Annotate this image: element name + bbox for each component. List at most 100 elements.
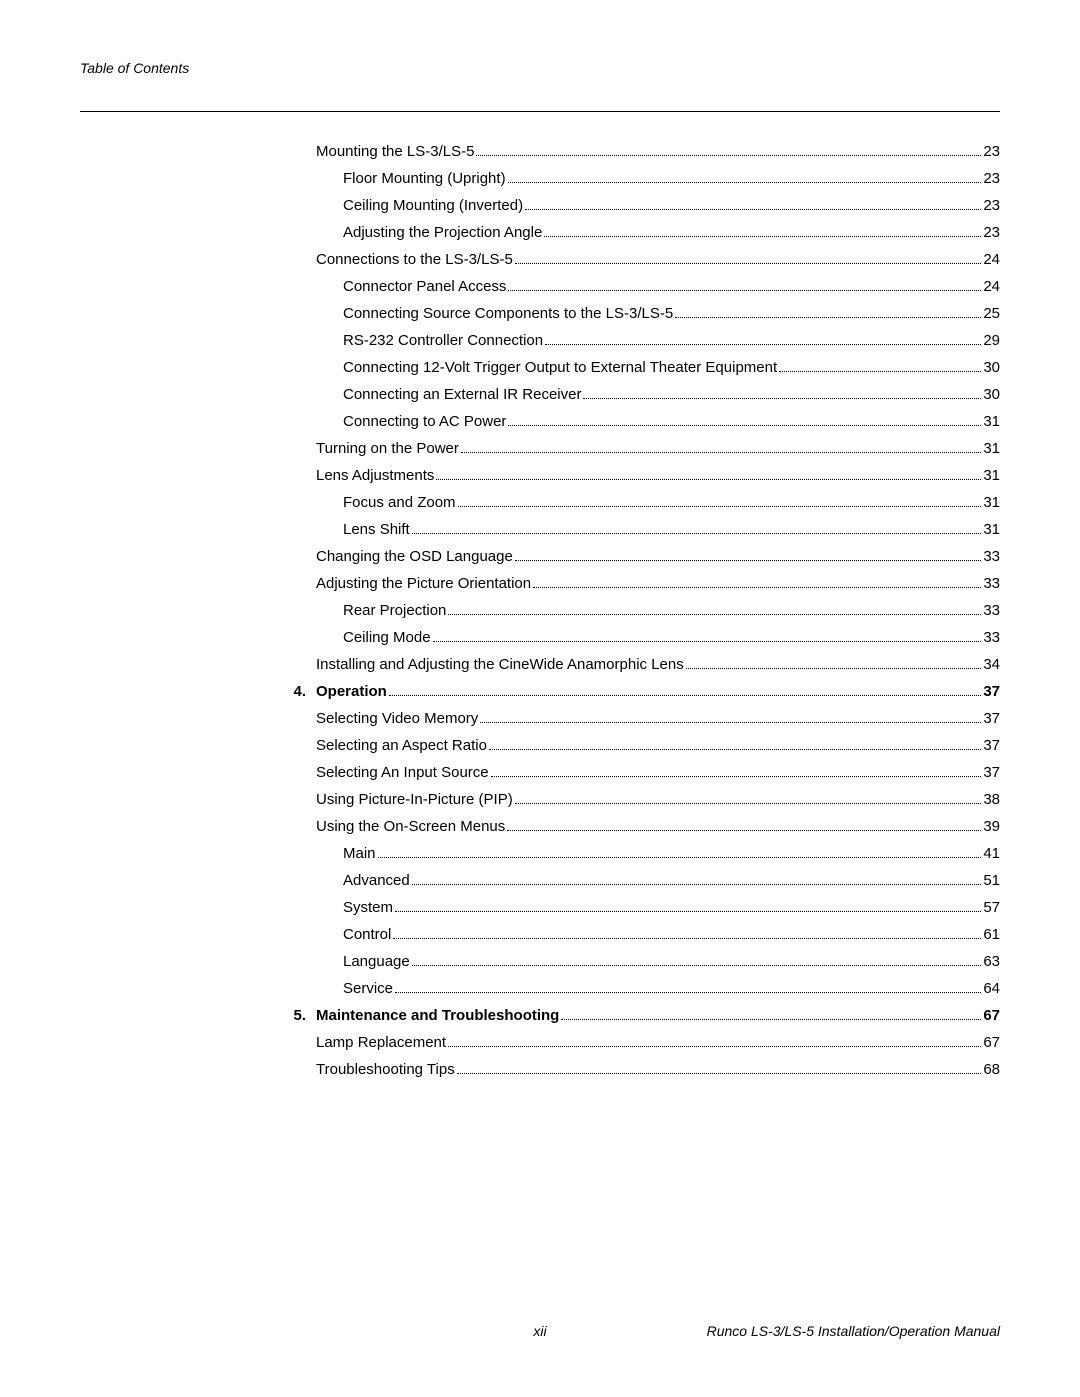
toc-entry: System 57	[280, 900, 1000, 915]
toc-page-number: 68	[983, 1062, 1000, 1077]
toc-leader-dots	[507, 830, 981, 831]
toc-entry: Connector Panel Access 24	[280, 279, 1000, 294]
toc-leader-dots	[525, 209, 981, 210]
toc-entry: Language 63	[280, 954, 1000, 969]
toc-entry: Ceiling Mode 33	[280, 630, 1000, 645]
toc-entry: Ceiling Mounting (Inverted) 23	[280, 198, 1000, 213]
toc-entry-title: RS-232 Controller Connection	[316, 333, 543, 348]
toc-leader-dots	[480, 722, 981, 723]
toc-leader-dots	[395, 992, 981, 993]
header-title: Table of Contents	[80, 60, 1000, 76]
toc-page-number: 67	[983, 1008, 1000, 1023]
toc-entry-title: Connecting to AC Power	[316, 414, 506, 429]
toc-entry: Rear Projection 33	[280, 603, 1000, 618]
footer: xii Runco LS-3/LS-5 Installation/Operati…	[80, 1323, 1000, 1339]
toc-entry: Connections to the LS-3/LS-5 24	[280, 252, 1000, 267]
toc-leader-dots	[461, 452, 981, 453]
toc-entry-title: Connecting 12-Volt Trigger Output to Ext…	[316, 360, 777, 375]
toc-page-number: 25	[983, 306, 1000, 321]
toc-entry-title: Control	[316, 927, 391, 942]
toc-page-number: 61	[983, 927, 1000, 942]
toc-leader-dots	[457, 1073, 982, 1074]
toc-leader-dots	[436, 479, 981, 480]
toc-page-number: 51	[983, 873, 1000, 888]
toc-page-number: 39	[983, 819, 1000, 834]
toc-entry: Using the On-Screen Menus 39	[280, 819, 1000, 834]
toc-page-number: 31	[983, 441, 1000, 456]
toc-entry-title: Mounting the LS-3/LS-5	[316, 144, 474, 159]
toc-entry-title: Connecting an External IR Receiver	[316, 387, 581, 402]
toc-page-number: 33	[983, 576, 1000, 591]
toc-page-number: 31	[983, 468, 1000, 483]
toc-entry: Turning on the Power 31	[280, 441, 1000, 456]
toc-entry-title: Advanced	[316, 873, 410, 888]
toc-entry: 4.Operation 37	[280, 684, 1000, 699]
toc-entry: Troubleshooting Tips 68	[280, 1062, 1000, 1077]
toc-entry-title: Adjusting the Projection Angle	[316, 225, 542, 240]
toc-leader-dots	[515, 560, 981, 561]
toc-entry-title: Changing the OSD Language	[316, 549, 513, 564]
toc-leader-dots	[561, 1019, 981, 1020]
toc-entry: Lens Adjustments 31	[280, 468, 1000, 483]
toc-leader-dots	[545, 344, 981, 345]
toc-leader-dots	[395, 911, 981, 912]
toc-entry: Main 41	[280, 846, 1000, 861]
toc-entry-title: Troubleshooting Tips	[316, 1062, 455, 1077]
toc-leader-dots	[433, 641, 982, 642]
toc-page-number: 24	[983, 252, 1000, 267]
toc-entry-title: Using Picture-In-Picture (PIP)	[316, 792, 513, 807]
table-of-contents: Mounting the LS-3/LS-5 23 Floor Mounting …	[280, 144, 1000, 1077]
toc-section-number: 4.	[280, 684, 306, 699]
toc-entry: Focus and Zoom 31	[280, 495, 1000, 510]
toc-entry: Selecting Video Memory 37	[280, 711, 1000, 726]
toc-entry: 5. Maintenance and Troubleshooting 67	[280, 1008, 1000, 1023]
toc-entry-title: Language	[316, 954, 410, 969]
toc-entry-title: Floor Mounting (Upright)	[316, 171, 506, 186]
toc-leader-dots	[476, 155, 981, 156]
footer-manual-title: Runco LS-3/LS-5 Installation/Operation M…	[707, 1323, 1000, 1339]
toc-leader-dots	[489, 749, 981, 750]
toc-page-number: 31	[983, 414, 1000, 429]
toc-entry: RS-232 Controller Connection 29	[280, 333, 1000, 348]
toc-leader-dots	[583, 398, 981, 399]
toc-page-number: 38	[983, 792, 1000, 807]
toc-leader-dots	[412, 533, 982, 534]
toc-leader-dots	[779, 371, 981, 372]
toc-leader-dots	[515, 263, 982, 264]
toc-page-number: 67	[983, 1035, 1000, 1050]
toc-entry-title: Service	[316, 981, 393, 996]
toc-entry-title: Lens Adjustments	[316, 468, 434, 483]
toc-page-number: 23	[983, 198, 1000, 213]
toc-page-number: 24	[983, 279, 1000, 294]
toc-page-number: 33	[983, 630, 1000, 645]
toc-leader-dots	[491, 776, 982, 777]
toc-page-number: 37	[983, 738, 1000, 753]
toc-page-number: 57	[983, 900, 1000, 915]
toc-entry-title: Selecting an Aspect Ratio	[316, 738, 487, 753]
toc-page-number: 31	[983, 495, 1000, 510]
toc-page-number: 37	[983, 711, 1000, 726]
toc-leader-dots	[448, 614, 981, 615]
toc-entry: Advanced 51	[280, 873, 1000, 888]
toc-entry: Changing the OSD Language 33	[280, 549, 1000, 564]
toc-entry-title: Rear Projection	[316, 603, 446, 618]
toc-leader-dots	[675, 317, 981, 318]
toc-page-number: 33	[983, 603, 1000, 618]
toc-entry: Using Picture-In-Picture (PIP) 38	[280, 792, 1000, 807]
toc-entry-title: Maintenance and Troubleshooting	[316, 1008, 559, 1023]
toc-leader-dots	[458, 506, 982, 507]
toc-entry-title: Focus and Zoom	[316, 495, 456, 510]
toc-page-number: 30	[983, 360, 1000, 375]
toc-leader-dots	[686, 668, 982, 669]
toc-entry: Selecting An Input Source 37	[280, 765, 1000, 780]
toc-leader-dots	[508, 425, 981, 426]
toc-entry: Floor Mounting (Upright) 23	[280, 171, 1000, 186]
toc-leader-dots	[515, 803, 982, 804]
toc-entry-title: Lens Shift	[316, 522, 410, 537]
toc-section-number: 5.	[280, 1008, 306, 1023]
toc-entry-title: Adjusting the Picture Orientation	[316, 576, 531, 591]
toc-page-number: 30	[983, 387, 1000, 402]
toc-entry: Installing and Adjusting the CineWide An…	[280, 657, 1000, 672]
toc-leader-dots	[508, 182, 982, 183]
toc-entry-title: Lamp Replacement	[316, 1035, 446, 1050]
